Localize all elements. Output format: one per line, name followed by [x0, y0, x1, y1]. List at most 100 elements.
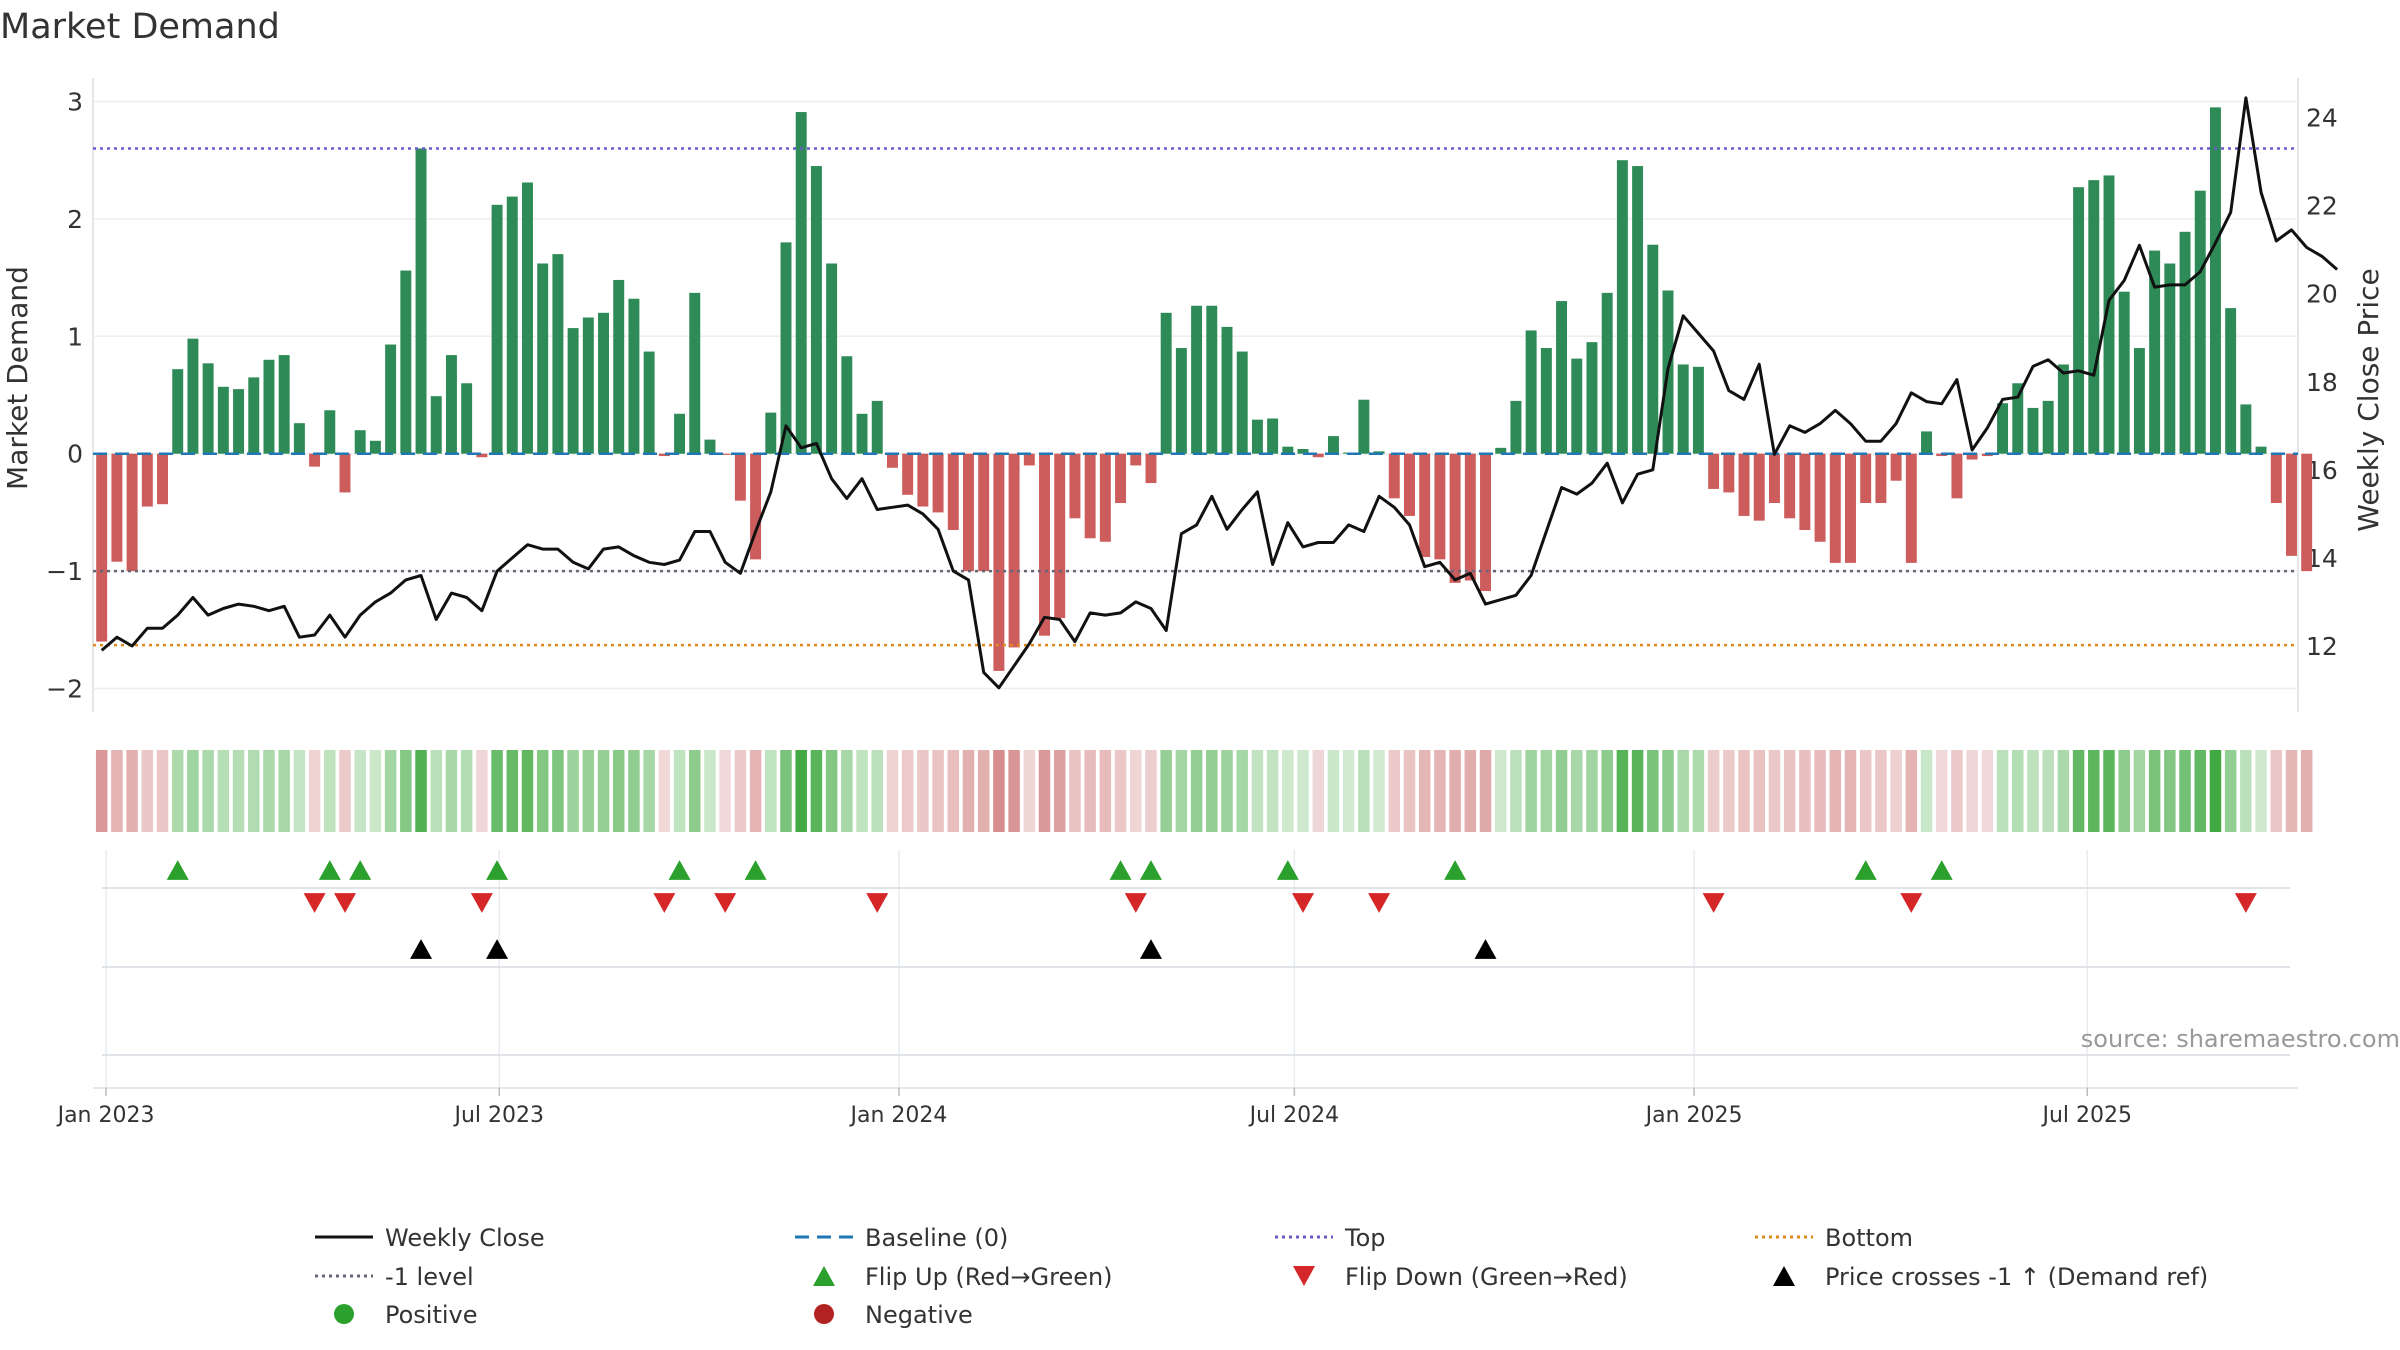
demand-bar: [309, 453, 321, 467]
heat-cell: [689, 750, 701, 832]
legend-item: -1 level: [315, 1263, 474, 1291]
heat-cell: [156, 750, 169, 832]
heat-cell: [643, 750, 655, 832]
heat-cell: [1510, 750, 1522, 832]
demand-bar: [1206, 305, 1218, 454]
demand-bar: [1419, 453, 1431, 558]
heat-cell: [552, 750, 564, 832]
heat-cell: [1677, 750, 1689, 832]
demand-bar: [2073, 187, 2085, 454]
demand-bar: [339, 453, 351, 493]
demand-bar: [2057, 364, 2069, 454]
demand-bar: [674, 413, 686, 454]
heat-cell: [856, 750, 868, 832]
demand-bar: [1905, 453, 1917, 563]
demand-bar: [1951, 453, 1963, 499]
heat-cell: [278, 750, 290, 832]
demand-bar: [1966, 453, 1978, 460]
demand-bar: [841, 356, 853, 454]
heat-cell: [2194, 750, 2206, 832]
heat-cell: [1373, 750, 1385, 832]
heat-cell: [1282, 750, 1294, 832]
heat-cell: [658, 750, 671, 832]
demand-bar: [871, 400, 883, 454]
heat-cell: [400, 750, 412, 832]
demand-bar: [2149, 250, 2161, 454]
heat-cell: [582, 750, 595, 832]
demand-bar: [1312, 453, 1324, 458]
heat-cell: [993, 750, 1005, 832]
heat-cell: [2072, 750, 2085, 832]
demand-bar: [1054, 453, 1066, 619]
heat-cell: [1403, 750, 1416, 832]
demand-bar: [2012, 383, 2024, 454]
demand-bar: [1784, 453, 1796, 519]
heat-cell: [141, 750, 154, 832]
flip-up-marker: [349, 860, 372, 880]
heat-cell: [1449, 750, 1461, 832]
legend-label: Price crosses -1 ↑ (Demand ref): [1825, 1263, 2208, 1291]
heat-cell: [1175, 750, 1188, 832]
demand-bar: [1388, 453, 1400, 499]
heat-cell: [734, 750, 747, 832]
flip-up-marker: [1139, 860, 1162, 880]
demand-bar: [263, 359, 275, 454]
heat-cell: [1616, 750, 1629, 832]
x-tick-label: Jan 2025: [1644, 1103, 1743, 1128]
x-tick-label: Jan 2024: [849, 1103, 948, 1128]
heat-cell: [217, 750, 230, 832]
legend-item: Positive: [334, 1301, 478, 1329]
heat-cell: [1008, 750, 1020, 832]
heat-cell: [1707, 750, 1720, 832]
demand-bar: [552, 254, 564, 454]
y-tick-label-left: 1: [67, 322, 83, 351]
demand-bar: [430, 396, 442, 454]
heat-cell: [704, 750, 716, 832]
legend-item: Flip Down (Green→Red): [1293, 1263, 1628, 1291]
demand-bar: [2042, 400, 2054, 454]
heat-cell: [1342, 750, 1355, 832]
legend-swatch-flip-up: [813, 1266, 835, 1286]
demand-bar: [598, 312, 609, 454]
demand-bar: [506, 196, 518, 454]
demand-bar: [856, 413, 868, 454]
heat-cell: [886, 750, 899, 832]
heat-cell: [506, 750, 519, 832]
heat-cell: [2148, 750, 2161, 832]
demand-bar: [810, 166, 822, 454]
demand-bar: [1084, 453, 1096, 539]
flip-up-marker: [318, 860, 341, 880]
legend-label: Top: [1344, 1224, 1386, 1252]
demand-bar: [1069, 453, 1081, 519]
demand-bar: [886, 453, 898, 468]
demand-bar: [1571, 358, 1583, 454]
heat-cell: [1753, 750, 1765, 832]
heat-cell: [126, 750, 138, 832]
demand-bar: [111, 453, 123, 562]
heat-cell: [2240, 750, 2252, 832]
demand-bar: [1297, 449, 1309, 454]
heat-cell: [1768, 750, 1781, 832]
heat-cell: [1084, 750, 1096, 832]
demand-bar: [1160, 312, 1172, 454]
legend-label: Flip Up (Red→Green): [865, 1263, 1113, 1291]
heat-cell: [1190, 750, 1203, 832]
demand-bar: [2209, 107, 2221, 454]
heat-cell: [1905, 750, 1918, 832]
heat-cell: [1814, 750, 1826, 832]
demand-bar: [1510, 400, 1522, 454]
demand-bar: [202, 363, 214, 454]
demand-bar: [1039, 453, 1050, 636]
heat-cell: [1388, 750, 1401, 832]
demand-bar: [2027, 407, 2039, 454]
x-tick-label: Jul 2023: [452, 1103, 544, 1128]
heat-cell: [324, 750, 336, 832]
demand-bar: [157, 453, 168, 505]
demand-bar: [1768, 453, 1780, 504]
flip-down-marker: [2234, 893, 2257, 913]
heat-cell: [369, 750, 382, 832]
demand-bar: [2088, 180, 2100, 454]
heat-cell: [719, 750, 731, 832]
heat-cell: [2057, 750, 2070, 832]
flip-down-marker: [1900, 893, 1923, 913]
